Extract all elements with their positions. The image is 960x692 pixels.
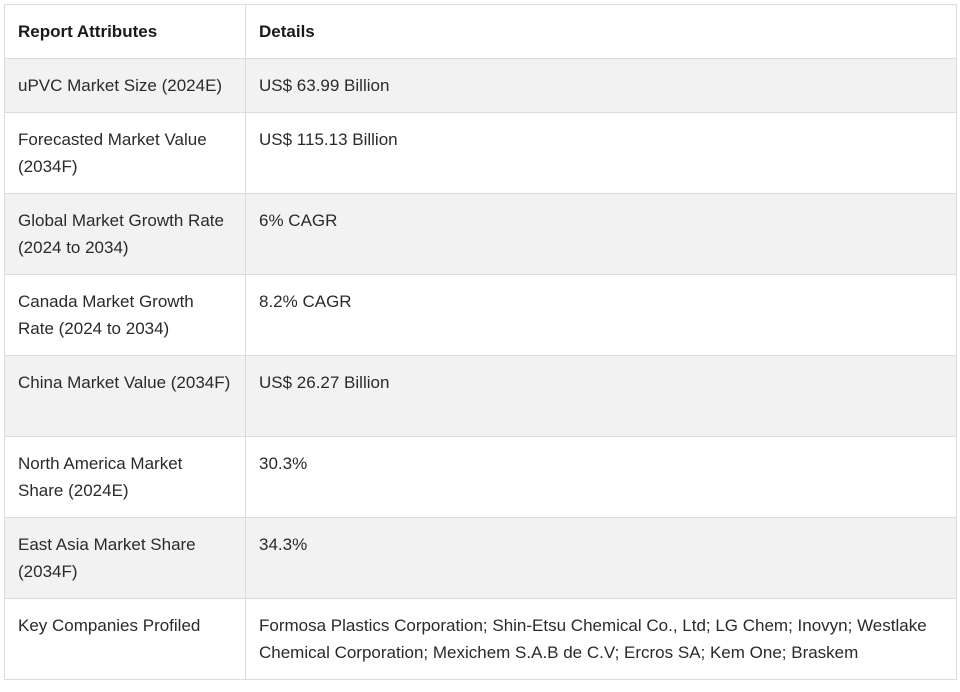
row-details-cell: 30.3% [245,436,957,518]
table-row: uPVC Market Size (2024E) US$ 63.99 Billi… [4,58,957,113]
report-attributes-table-container: Report Attributes Details uPVC Market Si… [4,4,957,680]
row-attribute-cell: Key Companies Profiled [4,598,246,680]
table-row: East Asia Market Share (2034F) 34.3% [4,517,957,599]
row-details-cell: US$ 26.27 Billion [245,355,957,437]
row-attribute-cell: East Asia Market Share (2034F) [4,517,246,599]
row-attribute-cell: Canada Market Growth Rate (2024 to 2034) [4,274,246,356]
table-row: Global Market Growth Rate (2024 to 2034)… [4,193,957,275]
row-attribute-cell: Global Market Growth Rate (2024 to 2034) [4,193,246,275]
header-details: Details [245,4,957,59]
row-details-cell: Formosa Plastics Corporation; Shin-Etsu … [245,598,957,680]
report-attributes-table: Report Attributes Details uPVC Market Si… [4,4,957,680]
row-details-cell: 6% CAGR [245,193,957,275]
row-attribute-cell: China Market Value (2034F) [4,355,246,437]
table-row: Canada Market Growth Rate (2024 to 2034)… [4,274,957,356]
row-attribute-cell: North America Market Share (2024E) [4,436,246,518]
row-details-cell: US$ 63.99 Billion [245,58,957,113]
table-row: North America Market Share (2024E) 30.3% [4,436,957,518]
table-header-row: Report Attributes Details [4,4,957,59]
row-attribute-cell: Forecasted Market Value (2034F) [4,112,246,194]
table-row: Key Companies Profiled Formosa Plastics … [4,598,957,680]
row-attribute-cell: uPVC Market Size (2024E) [4,58,246,113]
row-details-cell: US$ 115.13 Billion [245,112,957,194]
header-report-attributes: Report Attributes [4,4,246,59]
table-row: China Market Value (2034F) US$ 26.27 Bil… [4,355,957,437]
table-row: Forecasted Market Value (2034F) US$ 115.… [4,112,957,194]
row-details-cell: 8.2% CAGR [245,274,957,356]
row-details-cell: 34.3% [245,517,957,599]
